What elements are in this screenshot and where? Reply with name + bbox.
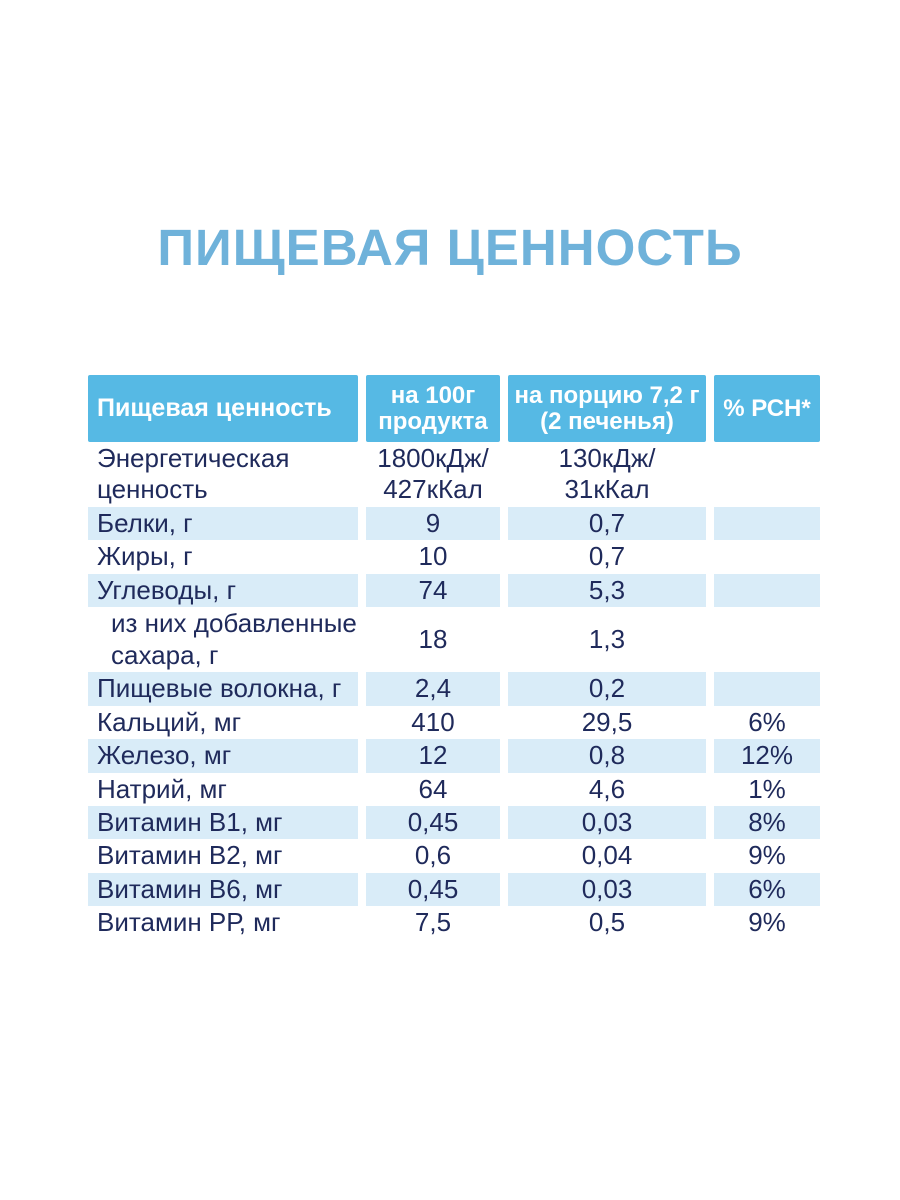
header-cell-rsn-percent: % РСН* — [714, 375, 820, 442]
row-value-rsn-percent — [714, 607, 820, 672]
header-cell-per100g: на 100г продукта — [366, 375, 500, 442]
row-value-per100g: 410 — [411, 706, 455, 737]
row-label: из них добавленные сахара, г — [111, 608, 357, 670]
row-value-per100g: 2,4 — [366, 672, 500, 706]
row-value-per100g: 0,45 — [366, 872, 500, 907]
table-row: Витамин В2, мг 0,6 0,04 9% — [88, 839, 820, 872]
row-label: Железо, мг — [88, 739, 358, 773]
row-value-per-portion: 0,7 — [588, 541, 626, 572]
table-row: Пищевые волокна, г 2,4 0,2 — [88, 672, 820, 706]
table-header-row: Пищевая ценность на 100г продукта на пор… — [88, 375, 820, 442]
row-value-rsn-percent — [714, 442, 820, 507]
row-value-per-portion: 1,3 — [588, 623, 626, 654]
table-row: Железо, мг 12 0,8 12% — [88, 739, 820, 773]
row-value-rsn-percent — [714, 506, 820, 541]
row-value-per100g: 9 — [366, 506, 500, 541]
nutrition-table: Пищевая ценность на 100г продукта на пор… — [88, 375, 820, 940]
row-value-rsn-percent: 9% — [748, 840, 786, 871]
row-label: Жиры, г — [97, 541, 193, 572]
row-value-rsn-percent: 1% — [748, 773, 786, 804]
table-row: Углеводы, г 74 5,3 — [88, 573, 820, 608]
row-label: Белки, г — [88, 506, 358, 541]
row-label: Энергетическая ценность — [97, 443, 290, 505]
row-label: Углеводы, г — [88, 573, 358, 608]
row-value-rsn-percent: 6% — [714, 872, 820, 907]
table-row: Жиры, г 10 0,7 — [88, 540, 820, 573]
row-value-rsn-percent — [714, 672, 820, 706]
table-row: Белки, г 9 0,7 — [88, 506, 820, 541]
row-value-rsn-percent: 8% — [714, 805, 820, 840]
row-label: Витамин РР, мг — [97, 907, 281, 938]
row-value-per-portion: 0,03 — [508, 805, 706, 840]
row-value-per100g: 74 — [366, 573, 500, 608]
row-value-per-portion: 0,5 — [588, 907, 626, 938]
row-value-per100g: 7,5 — [414, 907, 452, 938]
row-label: Витамин В6, мг — [88, 872, 358, 907]
row-value-per-portion: 0,8 — [508, 739, 706, 773]
table-row: Кальций, мг 410 29,5 6% — [88, 706, 820, 739]
row-value-per100g: 64 — [418, 773, 448, 804]
row-label: Пищевые волокна, г — [88, 672, 358, 706]
row-value-per100g: 1800кДж/ 427кКал — [377, 443, 489, 505]
row-label: Витамин В1, мг — [88, 805, 358, 840]
table-row: Витамин РР, мг 7,5 0,5 9% — [88, 906, 820, 939]
row-value-rsn-percent — [714, 540, 820, 573]
row-value-per-portion: 0,04 — [581, 840, 633, 871]
row-value-rsn-percent: 12% — [714, 739, 820, 773]
row-value-rsn-percent: 9% — [748, 907, 786, 938]
row-value-per-portion: 5,3 — [508, 573, 706, 608]
table-row: из них добавленные сахара, г 18 1,3 — [88, 607, 820, 672]
table-body: Энергетическая ценность 1800кДж/ 427кКал… — [88, 442, 820, 940]
row-value-rsn-percent: 6% — [748, 706, 786, 737]
row-value-per100g: 18 — [418, 623, 448, 654]
row-value-per100g: 12 — [366, 739, 500, 773]
header-cell-nutrition: Пищевая ценность — [88, 375, 358, 442]
table-row: Витамин В6, мг 0,45 0,03 6% — [88, 872, 820, 907]
header-cell-per-portion: на порцию 7,2 г (2 печенья) — [508, 375, 706, 442]
row-value-rsn-percent — [714, 573, 820, 608]
table-row: Энергетическая ценность 1800кДж/ 427кКал… — [88, 442, 820, 507]
row-label: Кальций, мг — [97, 706, 242, 737]
row-value-per100g: 0,6 — [414, 840, 452, 871]
row-value-per-portion: 130кДж/ 31кКал — [558, 443, 656, 505]
row-label: Витамин В2, мг — [97, 840, 283, 871]
row-value-per-portion: 29,5 — [581, 706, 633, 737]
row-value-per100g: 10 — [418, 541, 448, 572]
table-row: Натрий, мг 64 4,6 1% — [88, 773, 820, 806]
page-title: ПИЩЕВАЯ ЦЕННОСТЬ — [157, 219, 743, 276]
table-row: Витамин В1, мг 0,45 0,03 8% — [88, 805, 820, 840]
row-value-per-portion: 0,2 — [508, 672, 706, 706]
row-value-per-portion: 0,03 — [508, 872, 706, 907]
row-value-per-portion: 4,6 — [588, 773, 626, 804]
row-value-per100g: 0,45 — [366, 805, 500, 840]
row-value-per-portion: 0,7 — [508, 506, 706, 541]
row-label: Натрий, мг — [97, 773, 227, 804]
